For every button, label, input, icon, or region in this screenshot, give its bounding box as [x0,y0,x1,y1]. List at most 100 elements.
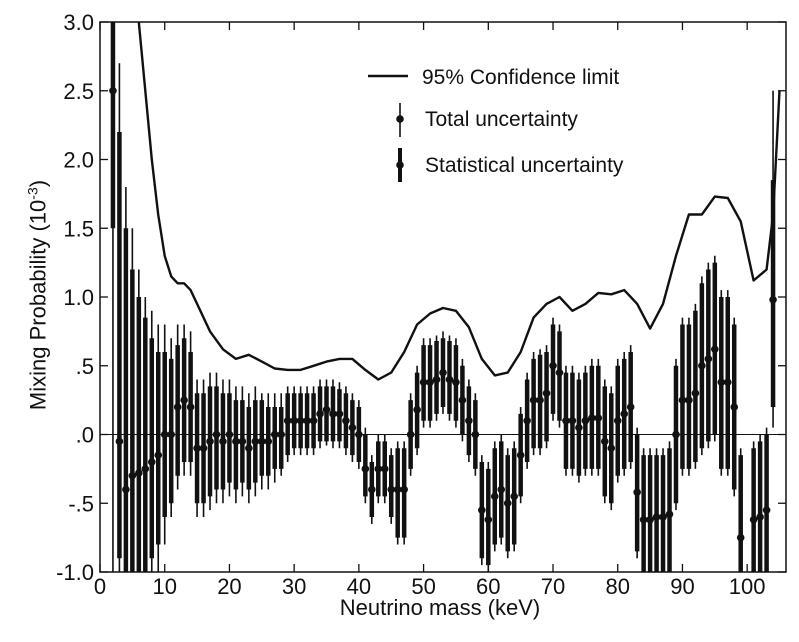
data-point [374,465,383,473]
data-point [439,368,447,377]
data-point [186,403,195,411]
data-point [109,86,117,95]
y-tick-label: 3.0 [63,10,94,35]
data-point [199,444,208,453]
data-point [588,414,596,422]
data-point [322,405,331,414]
data-point [413,405,421,414]
data-point [633,488,641,497]
data-point [691,389,700,398]
x-tick-label: 40 [347,574,371,599]
data-point [723,378,732,387]
data-point [600,437,609,446]
y-tick-label: 2.0 [63,148,94,173]
data-point [536,396,544,404]
x-tick-label: 60 [476,574,500,599]
y-tick-label: -.5 [68,491,94,516]
x-tick-label: 70 [541,574,565,599]
data-point [335,410,344,418]
data-point [730,403,739,411]
data-point [652,513,661,521]
data-point [257,437,266,446]
data-point [484,515,493,524]
data-point [769,295,777,304]
data-point [135,469,143,477]
y-tick-label: .5 [76,354,94,379]
data-point [387,485,396,494]
data-point [607,444,616,453]
data-point [704,355,713,363]
x-tick-label: 10 [152,574,176,599]
data-point [594,414,603,422]
data-point [147,458,156,466]
data-point [523,416,531,425]
chart-marks [109,21,781,572]
data-point [478,506,486,514]
x-tick-label: 30 [282,574,306,599]
y-tick-label: 1.5 [63,216,94,241]
data-point [516,451,525,459]
data-point [529,396,538,404]
data-point [620,410,629,418]
legend-confidence-limit: 95% Confidence limit [422,66,619,89]
data-point [756,513,764,521]
data-point [264,437,273,446]
y-tick-label: 1.0 [63,285,94,310]
x-tick-label: 90 [670,574,694,599]
data-point [542,389,551,398]
data-point [329,410,337,418]
x-axis-title: Neutrino mass (keV) [339,595,541,620]
data-point [581,416,590,425]
data-point [452,378,460,387]
data-point [316,410,324,418]
x-tick-label: 50 [411,574,435,599]
data-point [154,451,163,459]
y-axis-title: Mixing Probability (10-3) [24,179,51,411]
data-point [380,465,389,473]
x-tick-label: 0 [94,574,106,599]
data-point [490,492,499,501]
data-point [426,378,434,387]
x-tick-label: 100 [729,574,766,599]
data-point [122,485,130,494]
data-point [128,471,137,480]
data-point [219,437,227,446]
data-point [368,485,376,494]
data-point [549,361,557,370]
data-point [568,416,577,425]
data-point [711,345,719,354]
data-point [665,510,674,519]
data-point [296,416,305,425]
x-tick-label: 20 [217,574,241,599]
legend-stat-marker [396,161,404,169]
confidence-limit-line [137,21,781,381]
data-point [238,437,247,446]
data-point [419,378,428,387]
data-point [555,368,564,377]
data-point [283,416,292,425]
y-axis-unit-base: 10 [25,199,51,225]
data-point [749,515,758,524]
data-point [393,485,402,494]
data-point [245,444,253,453]
data-point [173,403,182,411]
data-point [698,361,706,370]
data-point [232,437,240,446]
data-point [736,533,745,542]
data-point [626,403,635,411]
y-axis-label: Mixing Probability [25,237,51,411]
data-point [348,423,357,432]
y-tick-label: -1.0 [56,560,94,585]
data-point [251,437,260,446]
data-point [309,416,318,425]
data-point [646,515,654,524]
data-point [639,515,648,524]
data-point [193,444,201,453]
data-point [503,499,512,508]
data-point [510,492,518,501]
data-point [115,437,124,446]
data-point [303,416,311,425]
data-point [458,396,467,404]
axis-ticks: 0 10 20 30 40 50 60 70 80 90 100 -1.0 -.5 .0 .5 1.0 1.5 2… [56,10,786,599]
